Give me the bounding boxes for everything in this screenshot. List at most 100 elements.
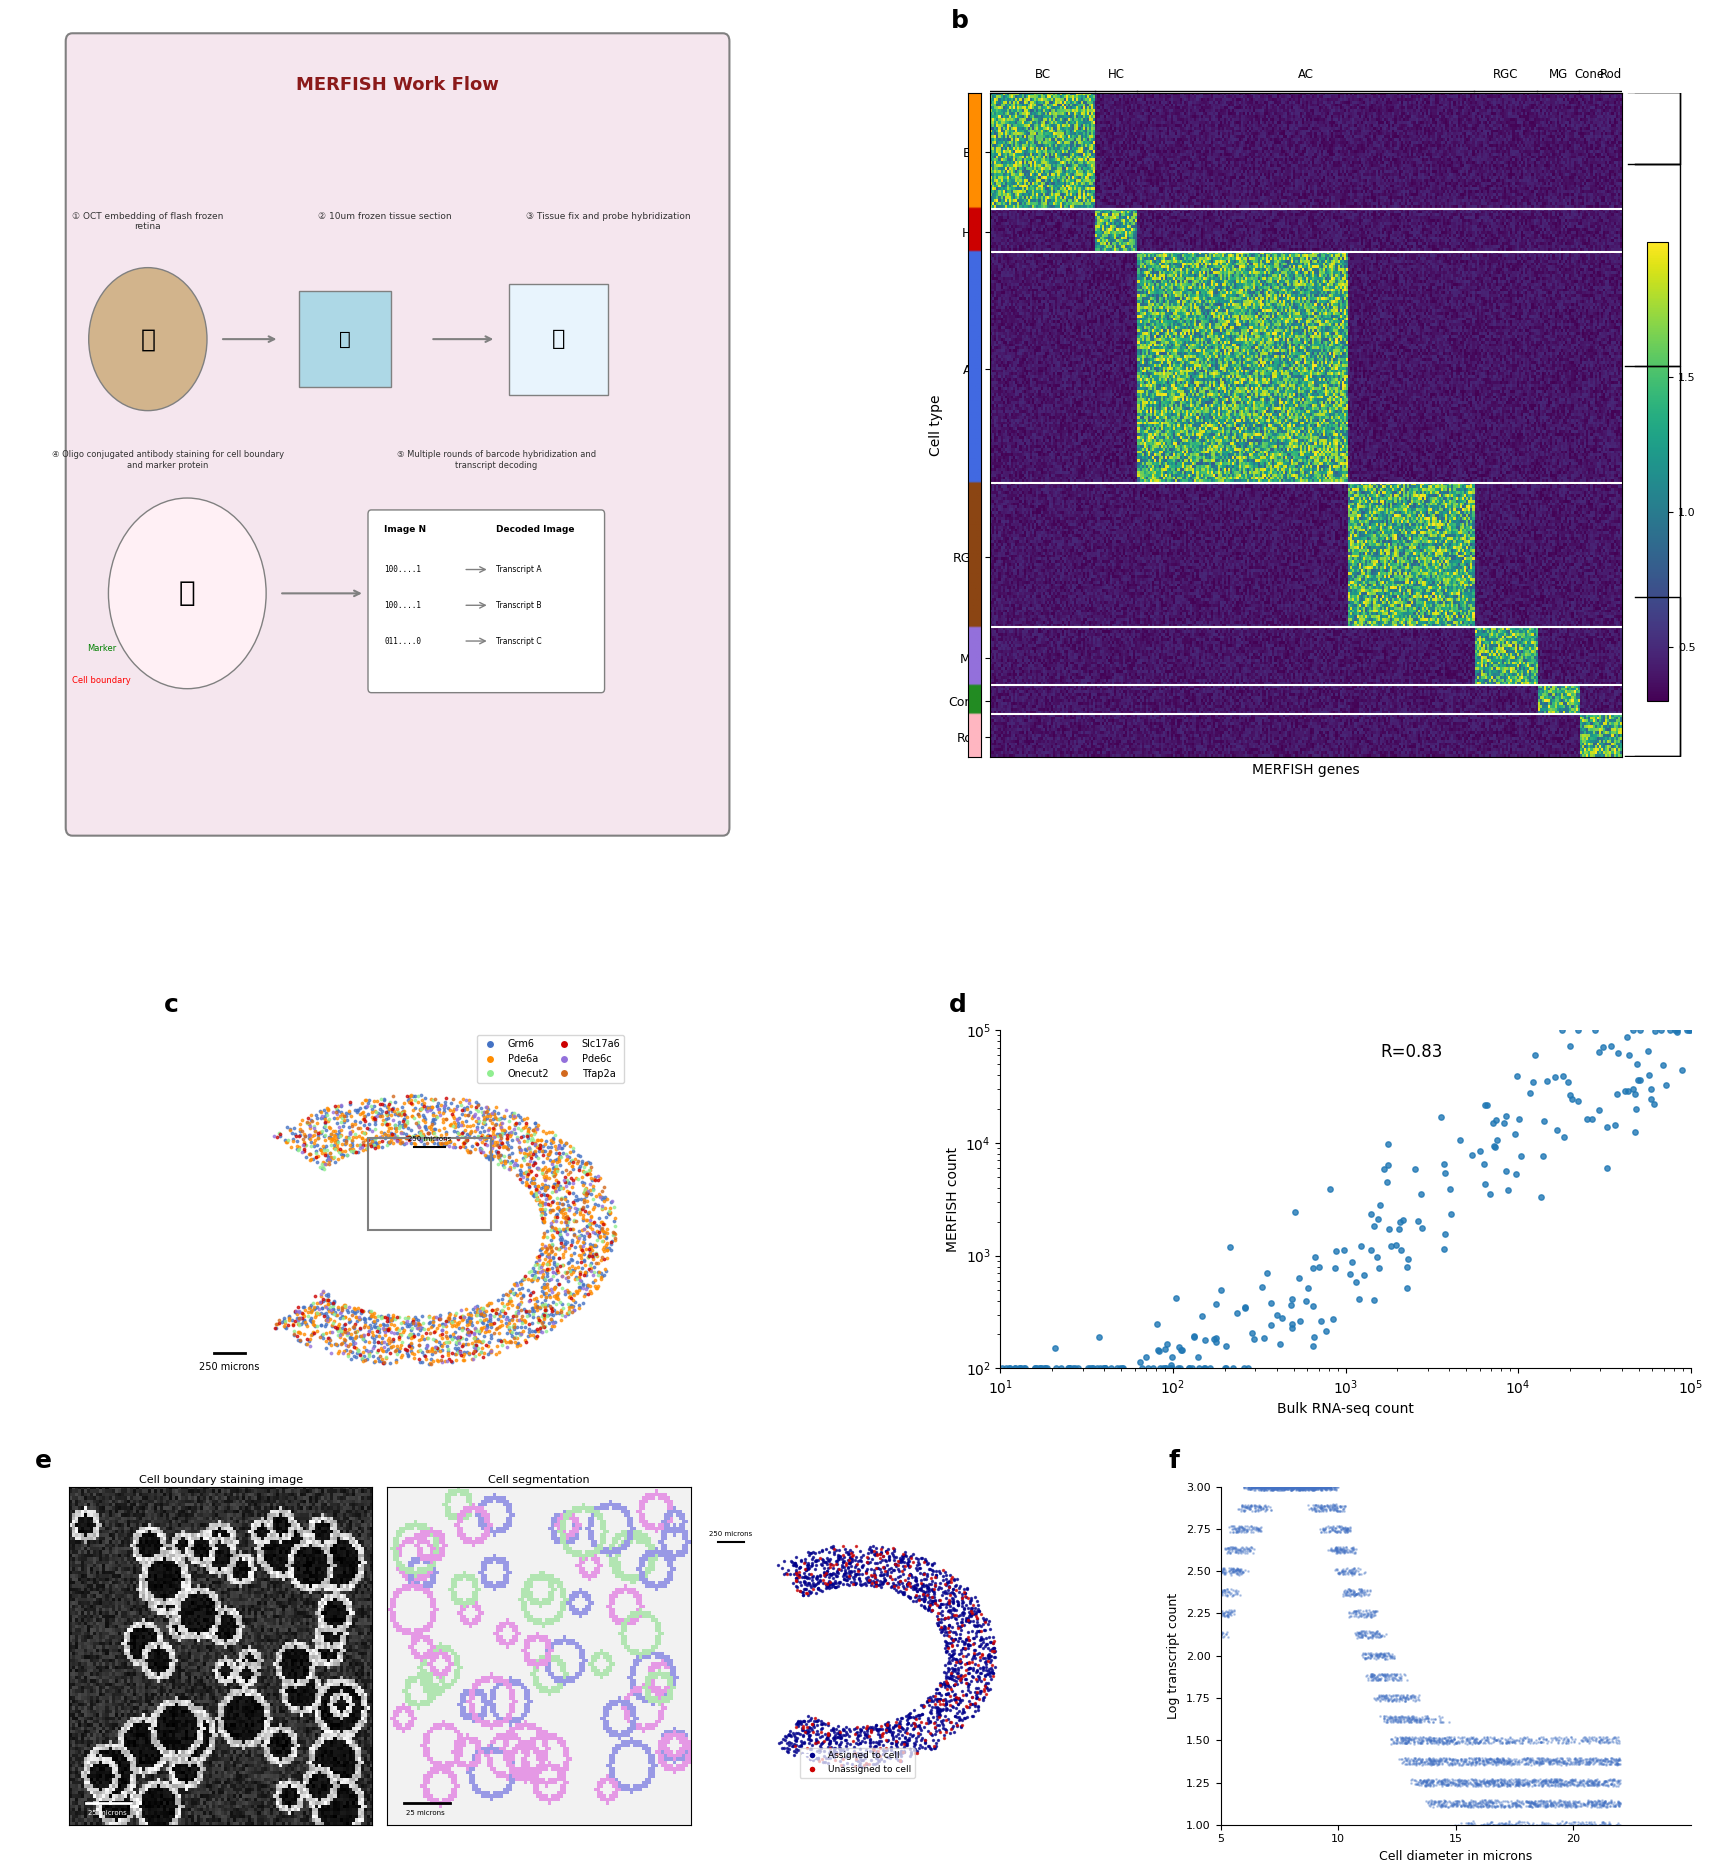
Grm6 [514,1140,542,1169]
Pde6a [423,1326,450,1356]
Tfap2a [438,1084,466,1113]
Pde6c [380,1123,407,1153]
Point [816,1728,844,1758]
Point [1565,1788,1592,1817]
Point [1242,1497,1270,1527]
Point [842,1545,869,1575]
Point [764,1551,792,1581]
Point [1383,1665,1411,1694]
Pde6a [581,1272,609,1302]
Point [1273,1473,1301,1503]
Grm6 [562,1287,590,1316]
Grm6 [521,1108,549,1138]
Point [795,1720,823,1750]
Text: Transcript C: Transcript C [497,637,542,646]
Point [769,1547,797,1577]
Point [921,1707,949,1737]
Pde6c [550,1275,578,1305]
Slc17a6 [260,1313,288,1343]
Point [1473,1789,1501,1819]
Grm6 [545,1130,573,1160]
Point [1323,1534,1351,1564]
Point [942,1683,969,1713]
Point [932,1715,959,1745]
Point [1480,1767,1508,1797]
Grm6 [540,1169,568,1199]
Point [1385,1665,1413,1694]
Point [1237,1491,1264,1521]
Point [1221,1518,1249,1547]
Point [1428,1728,1456,1758]
Point [1416,1747,1444,1776]
Point [1358,1640,1385,1670]
Point [1433,1765,1461,1795]
Point [1144,1335,1171,1365]
Pde6a [550,1199,578,1229]
Point [942,1685,969,1715]
Point [1221,1512,1249,1542]
Point [1311,1475,1339,1504]
Point [1264,1473,1292,1503]
Point [1358,1235,1385,1264]
Point [1364,1640,1392,1670]
Point [868,1536,895,1566]
Point [1346,1598,1373,1627]
Point [1521,1789,1549,1819]
Pde6a [383,1117,411,1147]
Pde6a [404,1121,431,1151]
Point [1477,1788,1504,1817]
Point [894,1562,921,1592]
Pde6c [354,1091,381,1121]
Pde6a [473,1303,500,1333]
Point [799,1575,826,1605]
Pde6a [592,1253,619,1283]
Point [1580,1789,1608,1819]
Point [1675,1015,1703,1045]
Grm6 [302,1292,329,1322]
Grm6 [317,1311,345,1341]
Point [1466,1726,1494,1756]
Grm6 [329,1112,357,1141]
Point [1366,1640,1394,1670]
Point [1589,1789,1616,1819]
Point [831,1555,859,1585]
Point [1259,1471,1287,1501]
Point [906,1575,933,1605]
Point [1537,1767,1565,1797]
Grm6 [571,1238,599,1268]
Pde6a [309,1147,336,1177]
Point [1299,1493,1327,1523]
Point [890,1538,918,1568]
Point [1454,1791,1482,1821]
Point [1534,1748,1561,1778]
Pde6a [324,1309,352,1339]
Pde6a [552,1201,580,1231]
Point [887,1566,914,1596]
Point [1473,1745,1501,1774]
Point [940,1564,968,1594]
Point [1304,1475,1332,1504]
Point [1494,1726,1521,1756]
Point [1511,1724,1539,1754]
Point [1501,1747,1528,1776]
Grm6 [373,1316,400,1346]
Pde6a [321,1305,348,1335]
Point [1482,1791,1509,1821]
Point [1342,1596,1370,1626]
Point [1566,1810,1594,1840]
Point [976,1614,1004,1644]
Onecut2 [574,1210,602,1240]
Grm6 [531,1188,559,1218]
Point [1587,1724,1615,1754]
Point [1247,1475,1275,1504]
Grm6 [555,1248,583,1277]
Pde6a [271,1311,298,1341]
Point [1302,1475,1330,1504]
Point [1351,1599,1378,1629]
Pde6a [493,1281,521,1311]
Grm6 [386,1128,414,1158]
Point [1601,1769,1628,1799]
Point [1226,1536,1254,1566]
Point [1511,1769,1539,1799]
Point [1332,1514,1359,1544]
